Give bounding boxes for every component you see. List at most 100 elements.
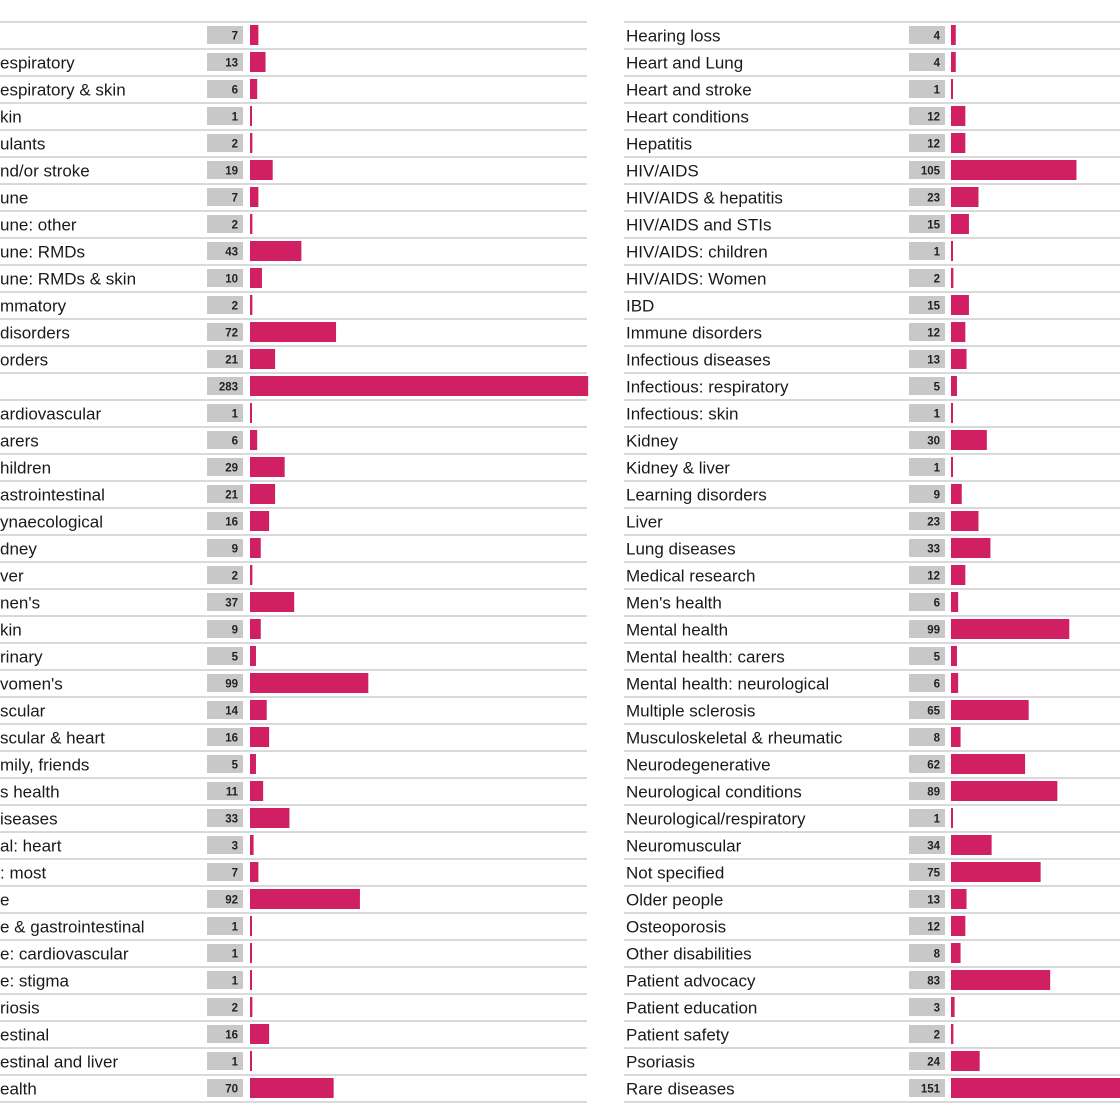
bar — [250, 943, 252, 963]
bar-row: Other disabilities 8 — [626, 943, 961, 964]
value-label: 6 — [232, 85, 238, 97]
value-box — [207, 53, 243, 71]
value-box — [909, 377, 945, 395]
bar-row: Infectious: respiratory 5 — [626, 376, 957, 397]
category-label: une: other — [0, 216, 77, 235]
bar — [951, 187, 979, 207]
category-label: astrointestinal — [0, 486, 105, 505]
value-box — [207, 323, 243, 341]
bar-row: Older people 13 — [626, 889, 967, 910]
category-label: Liver — [626, 513, 663, 532]
value-label: 37 — [225, 598, 238, 610]
category-label: mily, friends — [0, 756, 89, 775]
category-label: Infectious: skin — [626, 405, 738, 424]
bar — [250, 430, 258, 450]
bar — [250, 727, 270, 747]
value-label: 65 — [927, 706, 940, 718]
value-label: 16 — [225, 1030, 238, 1042]
category-label: Hepatitis — [626, 135, 692, 154]
bar — [951, 52, 956, 72]
value-label: 14 — [225, 706, 238, 718]
bar-row: Psoriasis 24 — [626, 1051, 980, 1072]
value-box — [207, 917, 243, 935]
bar — [951, 1024, 954, 1044]
category-label: Heart and Lung — [626, 54, 743, 73]
value-label: 1 — [232, 949, 239, 961]
category-label: Lung diseases — [626, 540, 736, 559]
category-label: Multiple sclerosis — [626, 702, 755, 721]
value-label: 7 — [232, 31, 238, 43]
value-box — [909, 404, 945, 422]
category-label: Other disabilities — [626, 945, 752, 964]
bar-row: Rare diseases 151 — [626, 1078, 1120, 1099]
value-label: 4 — [934, 31, 941, 43]
category-label: espiratory & skin — [0, 81, 126, 100]
category-label: Patient advocacy — [626, 972, 756, 991]
category-label: rinary — [0, 648, 43, 667]
bar-row: Mental health: neurological 6 — [626, 673, 959, 694]
value-label: 21 — [225, 490, 238, 502]
bar — [250, 268, 262, 288]
value-box — [909, 53, 945, 71]
category-label: HIV/AIDS: children — [626, 243, 768, 262]
value-box — [909, 836, 945, 854]
bar — [250, 160, 273, 180]
value-box — [909, 431, 945, 449]
category-label: Psoriasis — [626, 1053, 695, 1072]
category-label: Patient safety — [626, 1026, 730, 1045]
category-label: e: stigma — [0, 972, 70, 991]
value-label: 23 — [927, 517, 940, 529]
bar — [250, 916, 252, 936]
value-box — [207, 296, 243, 314]
bar — [250, 646, 256, 666]
bar-row: Musculoskeletal & rheumatic 8 — [626, 727, 961, 748]
value-label: 33 — [225, 814, 238, 826]
category-label: riosis — [0, 999, 40, 1018]
bar-row: Lung diseases 33 — [626, 538, 991, 559]
value-label: 1 — [232, 112, 239, 124]
category-label: Osteoporosis — [626, 918, 726, 937]
bar — [951, 727, 961, 747]
value-box — [207, 269, 243, 287]
value-box — [909, 593, 945, 611]
bar-row: HIV/AIDS & hepatitis 23 — [626, 187, 979, 208]
value-label: 3 — [232, 841, 238, 853]
category-label: Musculoskeletal & rheumatic — [626, 729, 843, 748]
value-label: 151 — [921, 1084, 941, 1096]
category-label: Men's health — [626, 594, 722, 613]
category-label: Neurodegenerative — [626, 756, 771, 775]
bar-row: nd/or stroke 19 — [0, 160, 273, 181]
value-box — [207, 188, 243, 206]
value-label: 1 — [934, 814, 941, 826]
bar — [951, 781, 1058, 801]
value-label: 21 — [225, 355, 238, 367]
value-box — [207, 620, 243, 638]
value-box — [909, 809, 945, 827]
value-label: 8 — [934, 733, 941, 745]
value-box — [207, 161, 243, 179]
category-label: scular & heart — [0, 729, 105, 748]
value-box — [207, 647, 243, 665]
bar — [250, 565, 253, 585]
category-label: nen's — [0, 594, 40, 613]
bar-row: Liver 23 — [626, 511, 979, 532]
bar — [951, 511, 979, 531]
value-box — [909, 242, 945, 260]
category-label: vomen's — [0, 675, 63, 694]
bar-row: HIV/AIDS: children 1 — [626, 241, 953, 262]
bar — [951, 754, 1026, 774]
bar-row: Heart and stroke 1 — [626, 79, 953, 100]
value-label: 70 — [225, 1084, 238, 1096]
bar — [250, 25, 259, 45]
category-label: ardiovascular — [0, 405, 101, 424]
value-box — [909, 647, 945, 665]
category-label: kin — [0, 621, 22, 640]
bar — [951, 79, 953, 99]
bar — [951, 592, 959, 612]
bar — [250, 538, 261, 558]
category-label: iseases — [0, 810, 58, 829]
bar — [250, 970, 252, 990]
value-box — [207, 242, 243, 260]
bar-row: Neurological conditions 89 — [626, 781, 1058, 802]
bar-row: s health 11 — [0, 781, 264, 802]
